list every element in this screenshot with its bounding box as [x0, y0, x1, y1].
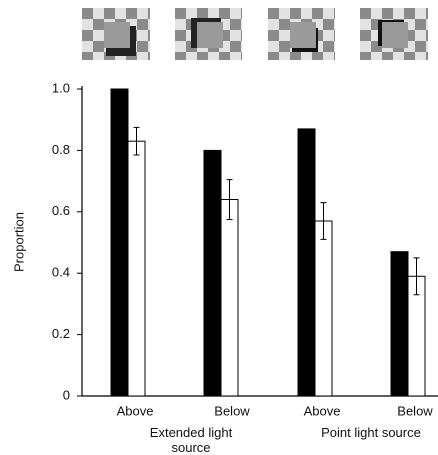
bar: [220, 199, 239, 397]
y-tick-label: 0.8: [52, 142, 70, 157]
x-tick-label: Below: [397, 403, 433, 418]
group-label: Extended light source: [149, 425, 233, 455]
y-axis-label: Proportion: [11, 212, 26, 272]
error-bar: [133, 126, 140, 156]
x-tick-label: Above: [117, 403, 154, 418]
bar: [314, 220, 333, 397]
stimulus-images: [82, 8, 428, 60]
y-tick-label: 0.6: [52, 203, 70, 218]
y-tick-label: 0.2: [52, 326, 70, 341]
y-tick-label: 0.4: [52, 265, 70, 280]
group-label: Point light source: [321, 425, 421, 440]
error-bar: [320, 202, 327, 240]
x-tick-label: Above: [304, 403, 341, 418]
bar: [127, 140, 146, 397]
x-tick-label: Below: [214, 403, 250, 418]
bar: [390, 251, 409, 397]
bar: [203, 149, 222, 397]
error-bar: [226, 179, 233, 220]
error-bar: [413, 257, 420, 296]
y-tick-label: 0: [63, 387, 70, 402]
bar: [110, 88, 129, 397]
bar: [297, 128, 316, 397]
y-tick-label: 1.0: [52, 80, 70, 95]
